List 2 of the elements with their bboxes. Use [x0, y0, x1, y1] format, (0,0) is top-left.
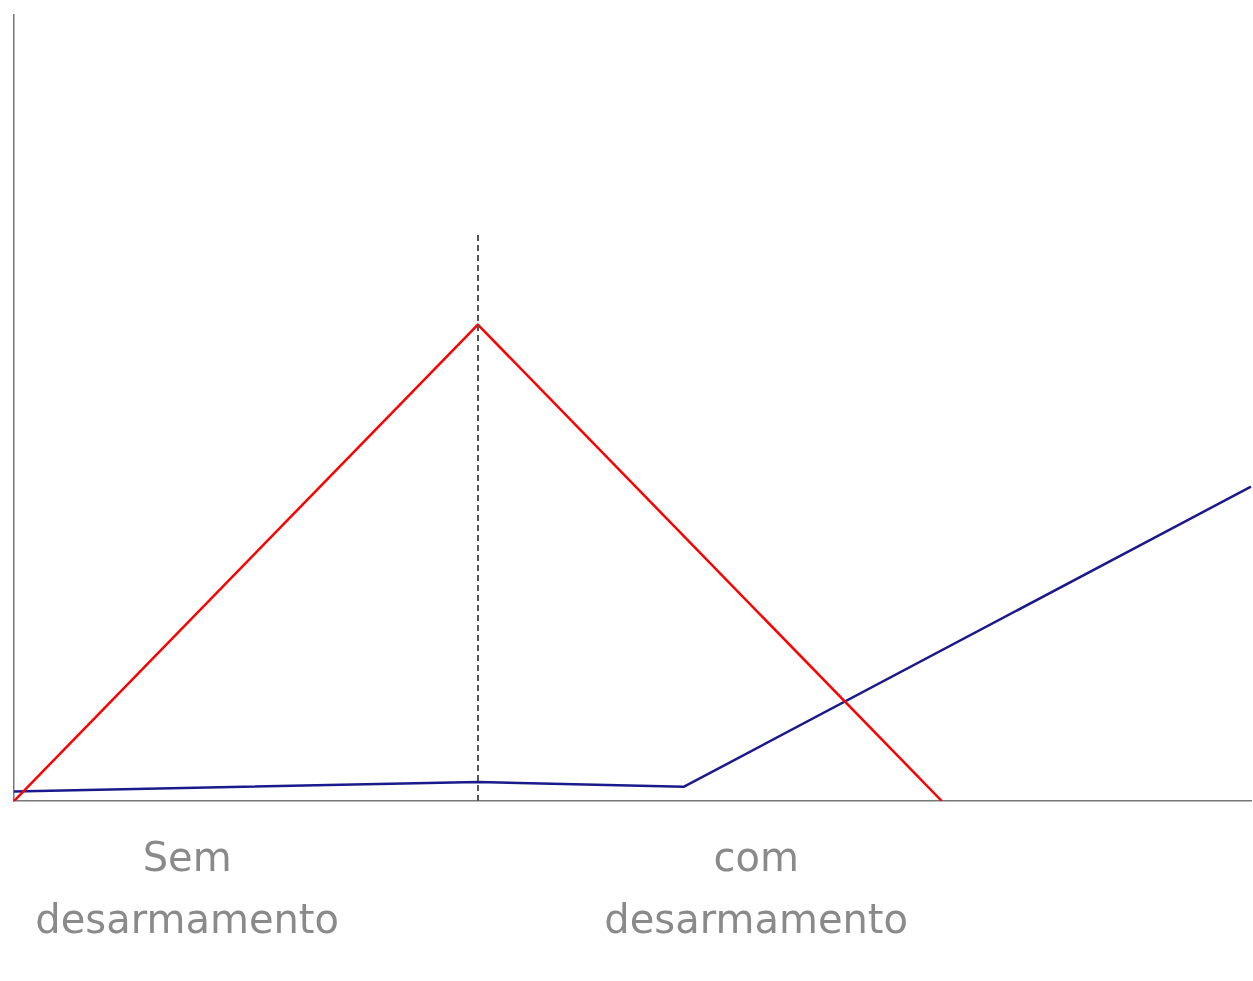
text: Sem desarmamento [35, 834, 340, 943]
text: com desarmamento [604, 834, 909, 943]
